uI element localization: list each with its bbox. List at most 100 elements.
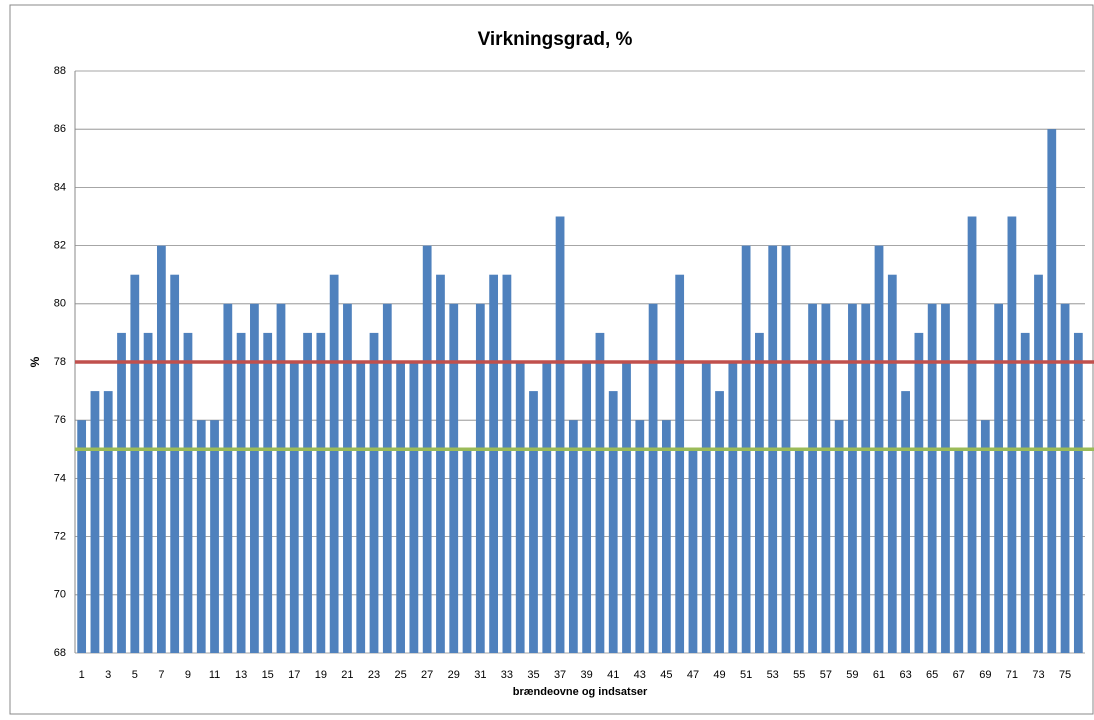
bar <box>502 274 512 653</box>
y-tick-label: 74 <box>54 472 66 484</box>
bar <box>1020 332 1030 653</box>
bar <box>675 274 685 653</box>
bar <box>103 391 113 653</box>
x-tick-label: 11 <box>209 669 220 681</box>
x-tick-label: 31 <box>474 669 486 681</box>
bar <box>263 332 273 653</box>
bar <box>701 362 711 653</box>
bar <box>196 420 206 653</box>
bar <box>622 362 631 653</box>
bar <box>396 362 405 653</box>
bar <box>821 303 831 653</box>
bar <box>1047 129 1057 653</box>
bar <box>289 362 299 653</box>
bar <box>382 303 392 653</box>
bar <box>170 274 180 653</box>
y-tick-label: 68 <box>54 647 66 659</box>
y-tick-label: 70 <box>54 589 66 601</box>
bar <box>369 332 379 653</box>
bar <box>980 420 990 653</box>
x-tick-label: 61 <box>873 669 885 681</box>
x-tick-label: 65 <box>926 669 938 681</box>
bar <box>77 420 87 653</box>
bar <box>183 332 193 653</box>
x-tick-label: 49 <box>713 669 725 681</box>
bar <box>848 303 857 653</box>
bar <box>834 420 844 653</box>
bar <box>223 303 233 653</box>
x-tick-label: 3 <box>105 669 111 681</box>
y-tick-label: 76 <box>54 414 66 426</box>
x-tick-label: 73 <box>1032 669 1044 681</box>
bar <box>236 332 246 653</box>
x-axis-label: brændeovne og indsatser <box>513 686 648 698</box>
x-tick-label: 45 <box>660 669 672 681</box>
x-tick-label: 13 <box>235 669 247 681</box>
bar <box>914 332 924 653</box>
x-tick-label: 39 <box>581 669 593 681</box>
x-tick-label: 51 <box>740 669 752 681</box>
bar <box>582 362 592 653</box>
x-tick-label: 69 <box>979 669 991 681</box>
x-tick-label: 33 <box>501 669 513 681</box>
y-axis-label: % <box>28 356 42 367</box>
bar <box>515 362 525 653</box>
bar <box>661 420 671 653</box>
x-tick-label: 55 <box>793 669 805 681</box>
bar <box>568 420 578 653</box>
bar <box>250 303 259 653</box>
x-tick-label: 37 <box>554 669 566 681</box>
x-tick-label: 67 <box>953 669 965 681</box>
x-tick-label: 71 <box>1006 669 1018 681</box>
y-tick-label: 86 <box>54 123 66 135</box>
bar <box>1007 216 1017 653</box>
bar <box>994 303 1004 653</box>
x-tick-label: 21 <box>341 669 353 681</box>
bar <box>635 420 645 653</box>
bar <box>688 449 698 653</box>
x-tick-label: 7 <box>158 669 164 681</box>
x-tick-label: 47 <box>687 669 699 681</box>
bar <box>901 391 910 653</box>
x-tick-label: 29 <box>448 669 460 681</box>
bar <box>462 449 472 653</box>
x-tick-label: 59 <box>846 669 858 681</box>
x-tick-label: 35 <box>527 669 539 681</box>
x-tick-label: 57 <box>820 669 832 681</box>
bar <box>1073 332 1083 653</box>
bar <box>794 449 804 653</box>
bar <box>343 303 352 653</box>
y-tick-label: 78 <box>54 356 66 368</box>
bar <box>887 274 897 653</box>
x-tick-label: 75 <box>1059 669 1071 681</box>
bar <box>595 332 605 653</box>
bar <box>1060 303 1070 653</box>
bar <box>409 362 419 653</box>
bar <box>1034 274 1043 653</box>
bar <box>276 303 286 653</box>
bar <box>555 216 565 653</box>
x-tick-label: 19 <box>315 669 327 681</box>
bar <box>90 391 100 653</box>
bar <box>316 332 326 653</box>
x-tick-label: 63 <box>899 669 911 681</box>
bar <box>143 332 153 653</box>
bar <box>449 303 459 653</box>
bar <box>608 391 618 653</box>
bar <box>329 274 339 653</box>
x-tick-label: 15 <box>262 669 274 681</box>
x-tick-label: 9 <box>185 669 191 681</box>
bar <box>436 274 445 653</box>
bar <box>927 303 937 653</box>
bar <box>967 216 977 653</box>
bar <box>715 391 724 653</box>
y-tick-label: 88 <box>54 65 66 77</box>
bar <box>489 274 499 653</box>
x-tick-label: 5 <box>132 669 138 681</box>
bar <box>356 362 366 653</box>
x-tick-label: 41 <box>607 669 619 681</box>
x-tick-label: 43 <box>634 669 646 681</box>
bar <box>648 303 658 653</box>
bar <box>755 332 764 653</box>
